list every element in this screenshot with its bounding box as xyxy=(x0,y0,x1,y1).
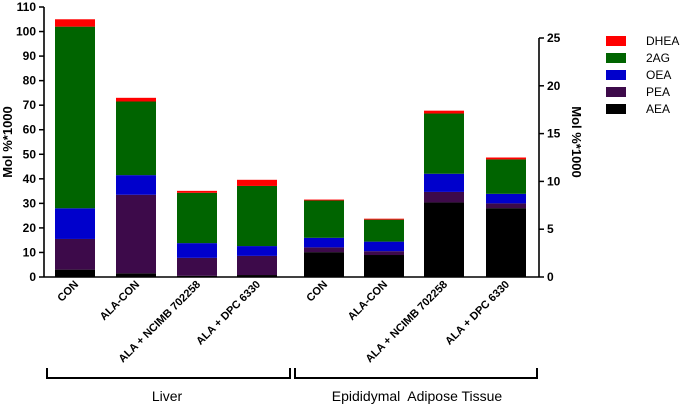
left-tick-label: 40 xyxy=(23,172,37,186)
bar-segment-pea xyxy=(364,251,404,256)
legend-swatch-aea xyxy=(606,104,626,114)
right-tick-label: 10 xyxy=(547,174,561,188)
bar-segment-dhea xyxy=(486,157,526,160)
right-tick-label: 25 xyxy=(547,31,561,45)
bar-segment-aea xyxy=(116,273,156,277)
bar-segment-oea xyxy=(237,246,277,256)
bar-segment-pea xyxy=(304,247,344,253)
left-tick-label: 30 xyxy=(23,196,37,210)
left-tick-label: 60 xyxy=(23,123,37,137)
left-tick-label: 100 xyxy=(16,25,36,39)
left-tick-label: 10 xyxy=(23,245,37,259)
bar-segment-oea xyxy=(304,237,344,248)
bar-segment-dhea xyxy=(116,97,156,102)
legend-swatch-dhea xyxy=(606,36,626,46)
left-y-ticks: 0 10 20 30 40 50 60 70 80 90 100 110 xyxy=(16,0,44,284)
bar-segment-2ag xyxy=(364,219,404,242)
liver-bracket xyxy=(46,368,291,379)
bar-segment-aea xyxy=(304,252,344,277)
bar-segment-pea xyxy=(177,257,217,276)
category-label: ALA-CON xyxy=(346,279,390,323)
legend-swatch-pea xyxy=(606,87,626,97)
category-label: ALA + DPC 6330 xyxy=(194,279,263,348)
bar-segment-pea xyxy=(424,191,464,203)
legend-label-pea: PEA xyxy=(646,85,670,99)
bar-segment-pea xyxy=(237,255,277,276)
category-label: CON xyxy=(304,279,330,305)
right-tick-label: 5 xyxy=(547,222,554,236)
group-label-adipose: Epididymal Adipose Tissue xyxy=(332,388,503,404)
legend-label-oea: OEA xyxy=(646,68,671,82)
bar-segment-2ag xyxy=(55,26,95,209)
bar-segment-dhea xyxy=(237,179,277,186)
bar-segment-oea xyxy=(177,243,217,258)
legend-label-dhea: DHEA xyxy=(646,34,679,48)
group-label-liver: Liver xyxy=(152,388,183,404)
left-tick-label: 70 xyxy=(23,98,37,112)
right-y-axis-title: Mol %*1000 xyxy=(569,106,584,178)
bar-segment-2ag xyxy=(304,200,344,238)
right-tick-label: 20 xyxy=(547,79,561,93)
left-tick-label: 90 xyxy=(23,49,37,63)
bar-segment-oea xyxy=(116,175,156,195)
legend-swatch-oea xyxy=(606,70,626,80)
category-label: ALA + DPC 6330 xyxy=(443,279,512,348)
bar-segment-2ag xyxy=(116,101,156,176)
left-tick-label: 0 xyxy=(29,270,36,284)
bar-segment-aea xyxy=(486,208,526,277)
bar-segment-oea xyxy=(424,173,464,192)
left-y-axis-title: Mol %*1000 xyxy=(0,106,15,178)
bar-segment-dhea xyxy=(304,199,344,201)
bar-segment-oea xyxy=(55,208,95,239)
bar-segment-2ag xyxy=(177,192,217,244)
right-tick-label: 0 xyxy=(547,270,554,284)
right-y-ticks: 0 5 10 15 20 25 xyxy=(539,31,561,284)
legend-label-aea: AEA xyxy=(646,102,670,116)
bar-segment-dhea xyxy=(364,218,404,220)
bar-segment-aea xyxy=(424,202,464,277)
left-tick-label: 110 xyxy=(17,0,37,14)
bar-segment-aea xyxy=(177,275,217,277)
category-label: CON xyxy=(55,279,81,305)
bar-segment-aea xyxy=(55,269,95,277)
bar-segment-pea xyxy=(55,238,95,270)
category-label: ALA-CON xyxy=(98,279,142,323)
bar-segment-dhea xyxy=(424,110,464,114)
legend: DHEA 2AG OEA PEA AEA xyxy=(606,34,679,116)
right-tick-label: 15 xyxy=(547,127,561,141)
bar-segment-2ag xyxy=(424,113,464,174)
bar-segment-pea xyxy=(486,203,526,209)
left-tick-label: 50 xyxy=(23,147,37,161)
bar-segment-dhea xyxy=(177,190,217,193)
legend-swatch-2ag xyxy=(606,53,626,63)
legend-label-2ag: 2AG xyxy=(646,51,670,65)
bar-segment-2ag xyxy=(237,185,277,247)
bar-segment-pea xyxy=(116,194,156,274)
bar-segment-2ag xyxy=(486,159,526,194)
bar-segment-aea xyxy=(364,255,404,277)
bar-segment-oea xyxy=(486,193,526,204)
left-tick-label: 20 xyxy=(23,221,37,235)
left-tick-label: 80 xyxy=(23,74,37,88)
bars xyxy=(55,19,526,277)
bar-segment-oea xyxy=(364,241,404,252)
bar-segment-dhea xyxy=(55,19,95,27)
adipose-bracket xyxy=(294,368,538,379)
bar-segment-aea xyxy=(237,275,277,277)
